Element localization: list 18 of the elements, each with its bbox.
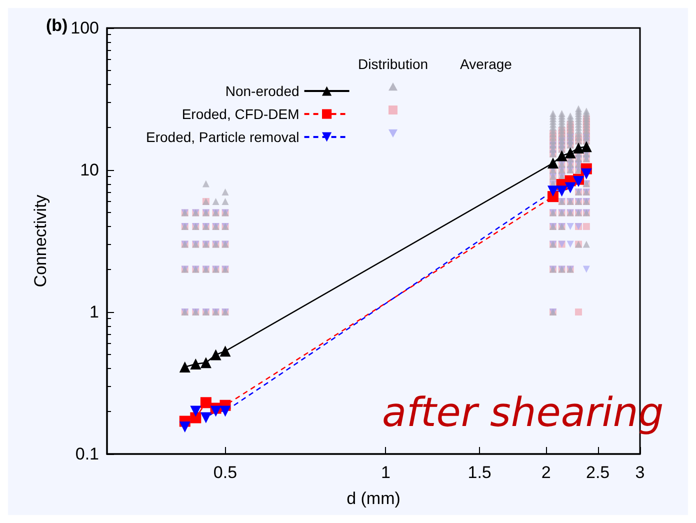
y-tick-label: 0.1 [75, 444, 99, 464]
legend-label: Eroded, CFD-DEM [182, 106, 300, 122]
legend-label: Non-eroded [225, 83, 300, 99]
x-axis-title: d (mm) [346, 489, 400, 508]
y-tick-label: 1 [90, 302, 99, 322]
x-tick-label: 0.5 [213, 463, 238, 482]
x-tick-label: 1 [380, 463, 390, 482]
x-tick-label: 3 [635, 463, 645, 482]
y-axis-title: Connectivity [31, 194, 50, 288]
annotation: Average [460, 56, 512, 72]
legend-label: Eroded, Particle removal [146, 129, 300, 145]
x-tick-label: 2 [541, 463, 551, 482]
x-tick-label: 1.5 [468, 463, 492, 482]
y-tick-label: 100 [70, 18, 99, 38]
y-tick-label: 10 [80, 160, 99, 180]
text: (b) [46, 16, 68, 35]
x-tick-label: 2.5 [586, 463, 610, 482]
annotation: Distribution [358, 56, 428, 72]
